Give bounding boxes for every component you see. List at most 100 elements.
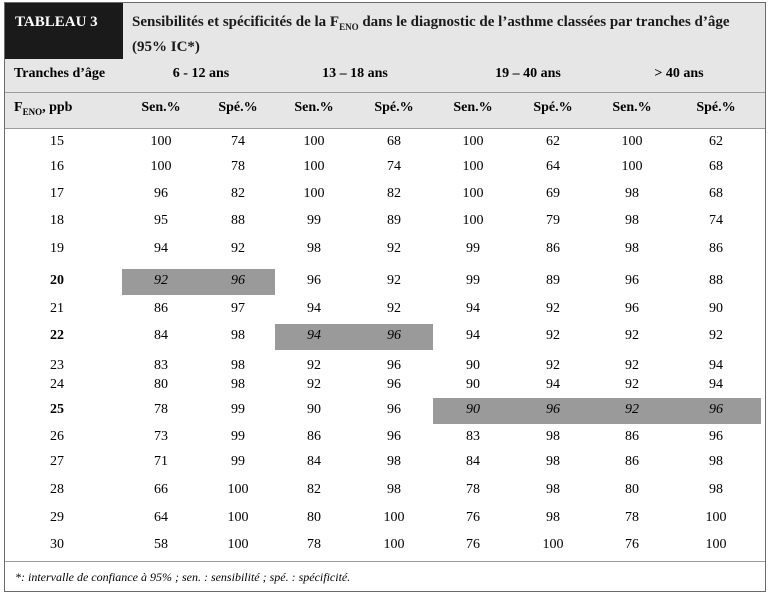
feno-value: 30 (50, 537, 64, 552)
table-cell: 92 (546, 328, 560, 343)
table-cell: 100 (542, 537, 564, 552)
table-cell: 88 (231, 213, 245, 228)
table-cell: 98 (546, 454, 560, 469)
table-cell: 96 (387, 429, 401, 444)
table-cell: 64 (154, 510, 168, 525)
table-cell: 76 (625, 537, 639, 552)
table-cell: 90 (466, 377, 480, 392)
table-cell: 86 (154, 301, 168, 316)
divider (5, 92, 765, 93)
table-cell: 100 (462, 159, 484, 174)
table-cell: 68 (709, 186, 723, 201)
table-cell: 99 (231, 402, 245, 417)
table-cell: 89 (387, 213, 401, 228)
table-cell: 86 (546, 241, 560, 256)
feno-value: 23 (50, 358, 64, 373)
table-cell: 98 (625, 186, 639, 201)
feno-value: 26 (50, 429, 64, 444)
table-cell: 100 (150, 134, 172, 149)
table-cell: 96 (387, 328, 401, 343)
feno-value: 21 (50, 301, 64, 316)
title-part1: Sensibilités et spécificités de la F (132, 14, 340, 30)
table-cell: 84 (466, 454, 480, 469)
column-header: Spé.% (533, 100, 573, 115)
table-cell: 64 (546, 159, 560, 174)
table-cell: 94 (154, 241, 168, 256)
table-cell: 98 (546, 429, 560, 444)
feno-value: 29 (50, 510, 64, 525)
table-cell: 92 (625, 377, 639, 392)
table-cell: 96 (709, 402, 723, 417)
table-header: TABLEAU 3 Sensibilités et spécificités d… (5, 3, 765, 59)
table-cell: 94 (546, 377, 560, 392)
table-cell: 100 (227, 510, 249, 525)
table-cell: 80 (154, 377, 168, 392)
table-cell: 96 (387, 377, 401, 392)
feno-label-rest: , ppb (42, 100, 73, 115)
age-group-band (5, 59, 765, 92)
highlight-box (433, 398, 761, 424)
table-cell: 79 (546, 213, 560, 228)
table-cell: 86 (307, 429, 321, 444)
table-cell: 98 (387, 482, 401, 497)
table-cell: 92 (307, 377, 321, 392)
table-cell: 78 (625, 510, 639, 525)
table-cell: 95 (154, 213, 168, 228)
table-cell: 96 (387, 402, 401, 417)
table-cell: 100 (462, 186, 484, 201)
table-cell: 80 (625, 482, 639, 497)
column-header: Spé.% (374, 100, 414, 115)
table-cell: 66 (154, 482, 168, 497)
table-cell: 100 (383, 510, 405, 525)
table-cell: 100 (383, 537, 405, 552)
table-cell: 94 (466, 328, 480, 343)
table-cell: 98 (546, 510, 560, 525)
table-cell: 98 (231, 358, 245, 373)
table-cell: 74 (709, 213, 723, 228)
feno-value: 22 (50, 328, 64, 343)
table-cell: 92 (625, 402, 639, 417)
table-cell: 99 (466, 273, 480, 288)
table-cell: 90 (466, 402, 480, 417)
table-cell: 90 (709, 301, 723, 316)
table-cell: 82 (307, 482, 321, 497)
table-cell: 96 (307, 273, 321, 288)
table-cell: 100 (705, 510, 727, 525)
table-cell: 98 (709, 482, 723, 497)
footnote: *: intervalle de confiance à 95% ; sen. … (15, 570, 351, 584)
table-cell: 96 (546, 402, 560, 417)
table-cell: 84 (154, 328, 168, 343)
table-cell: 100 (303, 134, 325, 149)
table-cell: 62 (709, 134, 723, 149)
title-subscript: ENO (339, 22, 359, 32)
table-cell: 100 (621, 159, 643, 174)
table-cell: 92 (387, 301, 401, 316)
table-cell: 98 (546, 482, 560, 497)
feno-value: 18 (50, 213, 64, 228)
table-cell: 90 (307, 402, 321, 417)
table-cell: 92 (709, 328, 723, 343)
table-cell: 76 (466, 510, 480, 525)
feno-value: 25 (50, 402, 64, 417)
table-cell: 86 (625, 454, 639, 469)
table-cell: 58 (154, 537, 168, 552)
table-cell: 100 (705, 537, 727, 552)
table-cell: 98 (709, 454, 723, 469)
table-cell: 71 (154, 454, 168, 469)
table-cell: 99 (231, 429, 245, 444)
table-cell: 97 (231, 301, 245, 316)
highlight-box (275, 324, 433, 350)
table-cell: 100 (227, 482, 249, 497)
highlight-box (122, 269, 275, 295)
table-number: TABLEAU 3 (5, 3, 123, 59)
feno-value: 24 (50, 377, 64, 392)
feno-value: 28 (50, 482, 64, 497)
table-cell: 68 (709, 159, 723, 174)
table-cell: 84 (307, 454, 321, 469)
feno-value: 20 (50, 273, 64, 288)
table-cell: 96 (709, 429, 723, 444)
table-cell: 99 (231, 454, 245, 469)
table-cell: 98 (231, 328, 245, 343)
feno-value: 15 (50, 134, 64, 149)
table-cell: 100 (303, 186, 325, 201)
